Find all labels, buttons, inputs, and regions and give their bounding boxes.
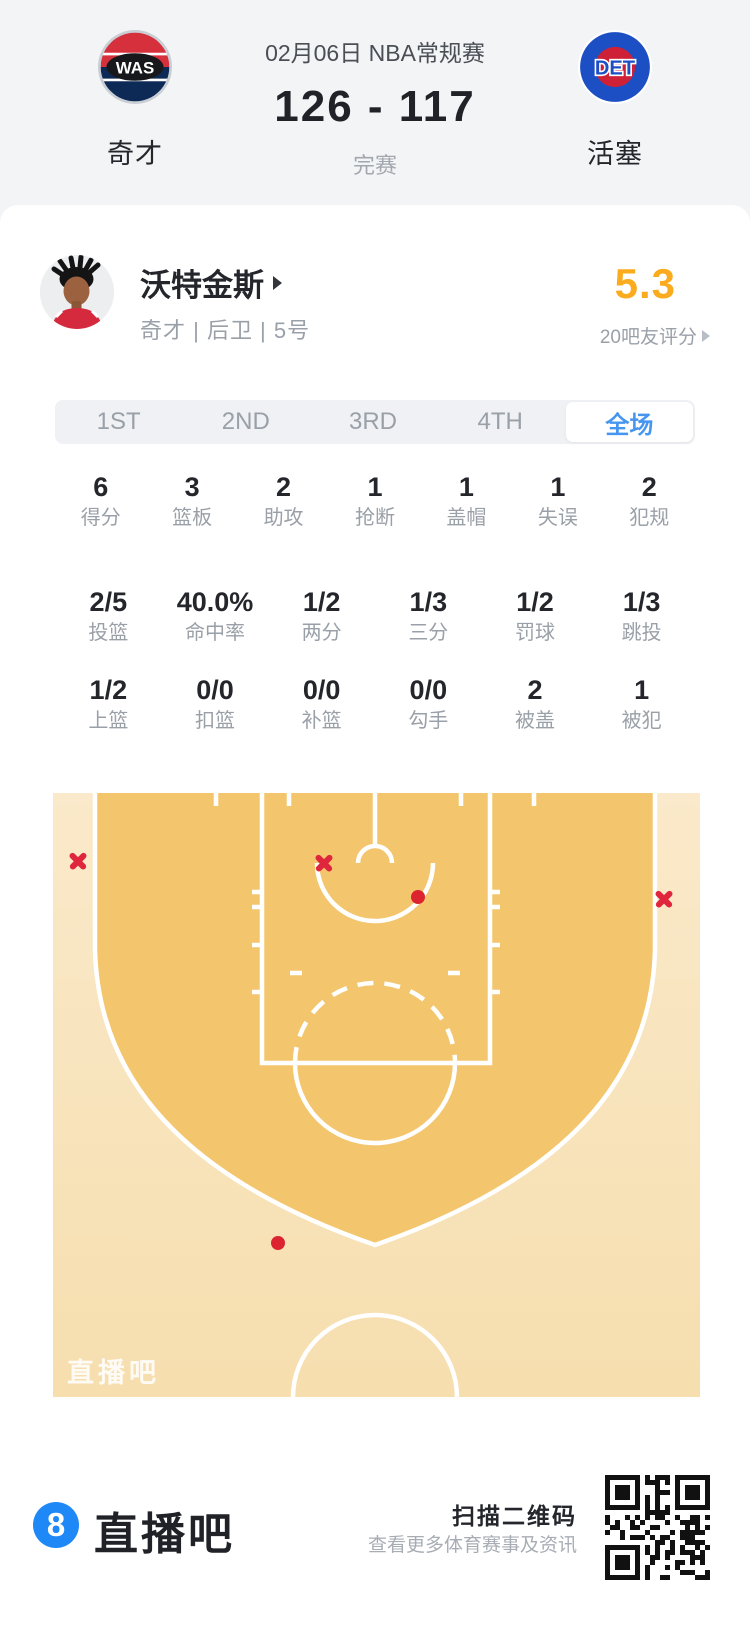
match-header: WAS 奇才 02月06日 NBA常规赛 126 - 117 完赛 DET 活塞 bbox=[0, 0, 750, 230]
lane-ticks-left bbox=[252, 889, 262, 995]
tab-2ND[interactable]: 2ND bbox=[221, 408, 270, 435]
stat-被犯: 1 被犯 bbox=[621, 675, 662, 732]
tab-全场[interactable]: 全场 bbox=[565, 402, 694, 442]
match-score: 126 - 117 bbox=[274, 82, 476, 131]
free-throw-circle-bottom bbox=[292, 1062, 458, 1146]
stat-投篮: 2/5 投篮 bbox=[88, 587, 129, 644]
chevron-right-icon bbox=[273, 275, 282, 290]
player-stats-card: 沃特金斯 奇才 | 后卫 | 5号 5.3 20吧友评分 1ST 2ND 3RD 4T… bbox=[0, 205, 750, 1629]
court-watermark: 直播吧 bbox=[67, 1358, 160, 1388]
stat-得分: 6 得分 bbox=[80, 472, 121, 529]
half-court-circle bbox=[290, 1312, 460, 1397]
stat-row-0: 6 得分 3 篮板 2 助攻 1 抢断 1 盖帽 1 失误 2 犯规 bbox=[55, 470, 695, 530]
missed-shot-marker bbox=[315, 854, 333, 872]
match-date: 02月06日 NBA常规赛 bbox=[265, 40, 485, 66]
three-point-line bbox=[92, 793, 658, 1248]
stat-补篮: 0/0 补篮 bbox=[301, 675, 342, 732]
stat-犯规: 2 犯规 bbox=[629, 472, 670, 529]
away-team-logo: DET bbox=[578, 30, 652, 104]
rim bbox=[355, 843, 395, 864]
stat-抢断: 1 抢断 bbox=[354, 472, 395, 529]
stat-扣篮: 0/0 扣篮 bbox=[194, 675, 235, 732]
qr-subtitle: 查看更多体育赛事及资讯 bbox=[367, 1535, 577, 1556]
shot-chart: 直播吧 bbox=[53, 793, 700, 1397]
stat-勾手: 0/0 勾手 bbox=[408, 675, 449, 732]
stat-被盖: 2 被盖 bbox=[514, 675, 555, 732]
rating-label: 20吧友评分 bbox=[599, 327, 697, 348]
baseline-ticks bbox=[213, 793, 537, 806]
quarter-tabbar: 1ST 2ND 3RD 4TH 全场 bbox=[55, 400, 695, 444]
stat-跳投: 1/3 跳投 bbox=[621, 587, 662, 644]
stat-盖帽: 1 盖帽 bbox=[446, 472, 487, 529]
player-meta: 奇才 | 后卫 | 5号 bbox=[140, 318, 311, 343]
stat-row-2: 1/2 上篮 0/0 扣篮 0/0 补篮 0/0 勾手 2 被盖 1 被犯 bbox=[55, 673, 695, 733]
missed-shot-marker bbox=[655, 890, 673, 908]
three-point-area bbox=[95, 793, 655, 1245]
home-team-logo: WAS bbox=[98, 30, 172, 104]
tab-3RD[interactable]: 3RD bbox=[349, 408, 398, 435]
chevron-right-icon bbox=[702, 329, 710, 342]
match-summary: 02月06日 NBA常规赛 126 - 117 完赛 bbox=[185, 34, 565, 180]
made-shot-marker bbox=[271, 1236, 285, 1250]
lane-box bbox=[259, 793, 493, 1066]
made-shot-marker bbox=[411, 890, 425, 904]
player-avatar[interactable] bbox=[40, 255, 114, 329]
tab-1ST[interactable]: 1ST bbox=[96, 408, 141, 435]
shot-markers bbox=[53, 793, 700, 1397]
free-throw-circle-top-dashed bbox=[292, 980, 458, 1064]
zhibo8-logo-icon: 8 bbox=[33, 1502, 79, 1548]
qr-title: 扫描二维码 bbox=[452, 1503, 577, 1529]
away-team[interactable]: DET 活塞 bbox=[540, 30, 690, 171]
restricted-arc bbox=[314, 862, 436, 924]
stat-两分: 1/2 两分 bbox=[301, 587, 342, 644]
player-rating-block[interactable]: 5.3 20吧友评分 bbox=[600, 260, 710, 349]
lane-ticks-right bbox=[490, 889, 500, 995]
stat-罚球: 1/2 罚球 bbox=[514, 587, 555, 644]
svg-text:WAS: WAS bbox=[116, 58, 155, 77]
zhibo8-logo-text: 直播吧 bbox=[94, 1510, 235, 1559]
stat-助攻: 2 助攻 bbox=[263, 472, 304, 529]
stat-失误: 1 失误 bbox=[537, 472, 578, 529]
home-team[interactable]: WAS 奇才 bbox=[60, 30, 210, 171]
home-team-name: 奇才 bbox=[107, 139, 163, 169]
qr-code bbox=[600, 1470, 715, 1585]
player-name-row[interactable]: 沃特金斯 bbox=[140, 260, 282, 305]
stat-篮板: 3 篮板 bbox=[172, 472, 213, 529]
rating-value: 5.3 bbox=[614, 260, 676, 307]
stat-row-1: 2/5 投篮 40.0% 命中率 1/2 两分 1/3 三分 1/2 罚球 1/3 跳投 bbox=[55, 585, 695, 645]
player-name: 沃特金斯 bbox=[140, 268, 264, 303]
tab-4TH[interactable]: 4TH bbox=[477, 408, 523, 435]
stat-三分: 1/3 三分 bbox=[408, 587, 449, 644]
court-lines bbox=[92, 793, 658, 1397]
match-status: 完赛 bbox=[352, 153, 397, 178]
missed-shot-marker bbox=[69, 852, 87, 870]
away-team-name: 活塞 bbox=[587, 139, 643, 169]
player-photo bbox=[40, 255, 114, 329]
stat-命中率: 40.0% 命中率 bbox=[176, 587, 254, 644]
court-diagram bbox=[53, 793, 700, 1397]
svg-text:DET: DET bbox=[595, 57, 636, 79]
stat-上篮: 1/2 上篮 bbox=[88, 675, 129, 732]
